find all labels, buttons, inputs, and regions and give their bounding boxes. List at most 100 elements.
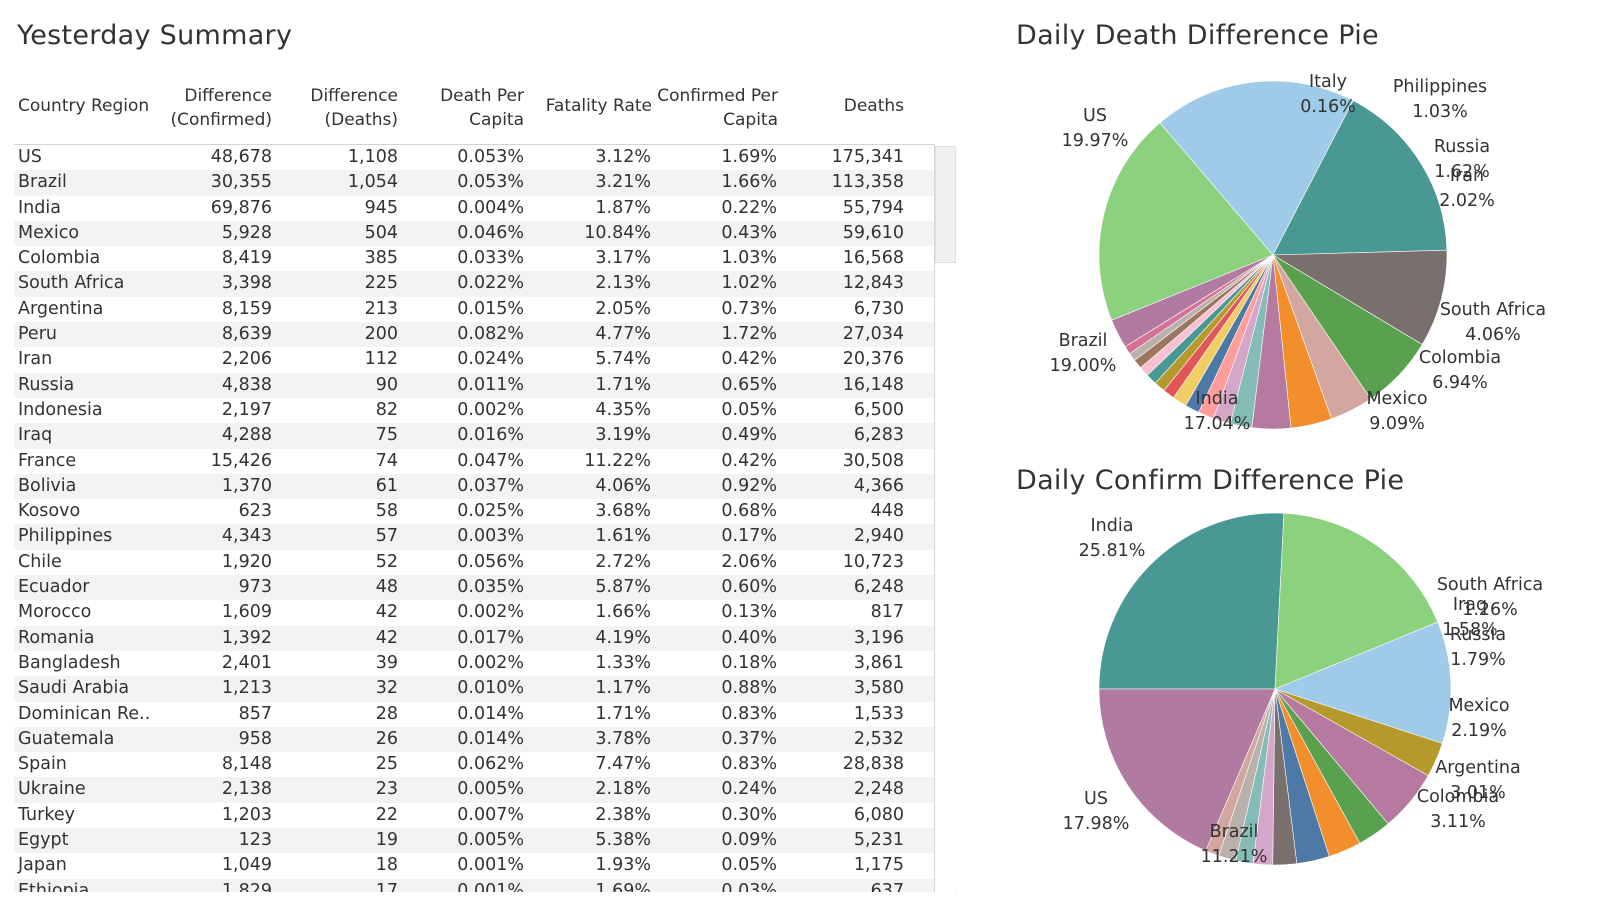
table-row[interactable]: Guatemala 958 26 0.014% 3.78% 0.37% 2,532	[14, 726, 934, 753]
cell-diff-deaths: 90	[375, 374, 398, 395]
cell-confirmed-per-capita: 0.24%	[721, 779, 777, 800]
table-row[interactable]: Ecuador 973 48 0.035% 5.87% 0.60% 6,248	[14, 575, 934, 601]
cell-confirmed-per-capita: 0.05%	[721, 855, 777, 876]
cell-deaths: 817	[870, 602, 904, 623]
cell-deaths: 20,376	[842, 349, 904, 370]
pie-label-name: US	[1084, 789, 1108, 809]
pie-slice-mexico[interactable]	[1271, 249, 1448, 345]
cell-fatality-rate: 2.72%	[595, 551, 651, 572]
table-row[interactable]: Bolivia 1,370 61 0.037% 4.06% 0.92% 4,366	[14, 473, 934, 500]
cell-country: Ethiopia	[18, 880, 90, 892]
cell-deaths: 59,610	[842, 222, 904, 243]
pie-label-percent: 3.11%	[1430, 812, 1486, 832]
cell-country: Russia	[18, 374, 75, 395]
pie-slice-brazil[interactable]	[1159, 80, 1354, 256]
cell-fatality-rate: 4.35%	[595, 399, 651, 420]
table-row[interactable]: Egypt 123 19 0.005% 5.38% 0.09% 5,231	[14, 828, 934, 854]
pie-slice-other[interactable]	[1111, 254, 1274, 348]
cell-country: Japan	[18, 855, 67, 876]
cell-fatality-rate: 1.61%	[595, 526, 651, 547]
pie-slice-india[interactable]	[1098, 512, 1285, 690]
cell-diff-confirmed: 8,639	[221, 324, 272, 345]
cell-confirmed-per-capita: 0.83%	[721, 703, 777, 724]
table-row[interactable]: France 15,426 74 0.047% 11.22% 0.42% 30,508	[14, 449, 934, 474]
col-header-diff-deaths[interactable]: Difference (Deaths)	[286, 84, 398, 132]
col-header-country[interactable]: Country Region	[18, 96, 150, 116]
cell-country: Morocco	[18, 602, 92, 623]
cell-death-per-capita: 0.001%	[457, 880, 524, 892]
table-row[interactable]: Mexico 5,928 504 0.046% 10.84% 0.43% 59,610	[14, 220, 934, 247]
cell-country: South Africa	[18, 273, 125, 294]
table-row[interactable]: South Africa 3,398 225 0.022% 2.13% 1.02% 12,8…	[14, 271, 934, 297]
pie-slice-other[interactable]	[1098, 688, 1276, 852]
pie-label-percent: 4.06%	[1465, 325, 1521, 345]
summary-table-body[interactable]: US 48,678 1,108 0.053% 3.12% 1.69% 175,341 Braz…	[14, 145, 934, 892]
table-row[interactable]: Ukraine 2,138 23 0.005% 2.18% 0.24% 2,248	[14, 777, 934, 803]
cell-fatality-rate: 4.77%	[595, 324, 651, 345]
cell-death-per-capita: 0.011%	[457, 374, 524, 395]
cell-country: Peru	[18, 324, 57, 345]
pie-label-russia: Russia 1.79%	[1450, 623, 1506, 673]
pie-label-name: South Africa	[1439, 300, 1547, 320]
cell-diff-confirmed: 623	[238, 501, 272, 522]
cell-diff-confirmed: 8,148	[221, 754, 272, 775]
table-row[interactable]: Iran 2,206 112 0.024% 5.74% 0.42% 20,376	[14, 347, 934, 372]
col-header-diff-confirmed-line2: (Confirmed)	[170, 110, 272, 130]
cell-country: US	[18, 147, 42, 167]
confirm-difference-pie-chart[interactable]	[1098, 512, 1452, 866]
pie-label-percent: 1.62%	[1434, 162, 1490, 182]
table-row[interactable]: Turkey 1,203 22 0.007% 2.38% 0.30% 6,080	[14, 803, 934, 828]
col-header-deaths[interactable]: Deaths	[843, 96, 904, 116]
col-header-diff-confirmed[interactable]: Difference (Confirmed)	[160, 84, 272, 132]
col-header-confirmed-per-capita[interactable]: Confirmed Per Capita	[652, 84, 778, 132]
table-row[interactable]: Brazil 30,355 1,054 0.053% 3.21% 1.66% 113,358	[14, 170, 934, 196]
death-difference-pie-chart[interactable]	[1098, 80, 1448, 430]
pie-label-name: Iran	[1449, 166, 1485, 186]
col-header-fatality-rate[interactable]: Fatality Rate	[545, 96, 652, 116]
pie-slice-brazil[interactable]	[1274, 621, 1452, 744]
table-row[interactable]: US 48,678 1,108 0.053% 3.12% 1.69% 175,341	[14, 145, 934, 170]
cell-diff-deaths: 74	[375, 450, 398, 471]
table-row[interactable]: Kosovo 623 58 0.025% 3.68% 0.68% 448	[14, 499, 934, 524]
cell-diff-confirmed: 8,419	[221, 248, 272, 269]
table-row[interactable]: Colombia 8,419 385 0.033% 3.17% 1.03% 16,568	[14, 246, 934, 271]
cell-diff-confirmed: 1,370	[221, 475, 272, 496]
cell-diff-confirmed: 857	[238, 703, 272, 724]
table-row[interactable]: Indonesia 2,197 82 0.002% 4.35% 0.05% 6,500	[14, 398, 934, 423]
table-row[interactable]: Ethiopia 1,829 17 0.001% 1.69% 0.03% 637	[14, 878, 934, 892]
cell-confirmed-per-capita: 0.09%	[721, 830, 777, 851]
col-header-death-per-capita[interactable]: Death Per Capita	[412, 84, 524, 132]
table-row[interactable]: Russia 4,838 90 0.011% 1.71% 0.65% 16,148	[14, 372, 934, 398]
table-row[interactable]: Philippines 4,343 57 0.003% 1.61% 0.17% 2,940	[14, 524, 934, 550]
col-header-confirmed-per-capita-line1: Confirmed Per	[657, 86, 778, 106]
yesterday-summary-title: Yesterday Summary	[17, 20, 293, 51]
cell-confirmed-per-capita: 1.02%	[721, 273, 777, 294]
pie-label-mexico: Mexico 2.19%	[1448, 694, 1509, 744]
table-row[interactable]: Spain 8,148 25 0.062% 7.47% 0.83% 28,838	[14, 752, 934, 777]
table-row[interactable]: Morocco 1,609 42 0.002% 1.66% 0.13% 817	[14, 600, 934, 625]
table-row[interactable]: Bangladesh 2,401 39 0.002% 1.33% 0.18% 3,861	[14, 651, 934, 676]
table-row[interactable]: Romania 1,392 42 0.017% 4.19% 0.40% 3,196	[14, 625, 934, 651]
cell-death-per-capita: 0.033%	[457, 248, 524, 269]
table-row[interactable]: Saudi Arabia 1,213 32 0.010% 1.17% 0.88% 3,580	[14, 676, 934, 702]
cell-death-per-capita: 0.062%	[457, 754, 524, 775]
table-scrollbar-track[interactable]	[934, 144, 957, 892]
cell-diff-deaths: 19	[375, 830, 398, 851]
table-row[interactable]: Iraq 4,288 75 0.016% 3.19% 0.49% 6,283	[14, 423, 934, 449]
table-row[interactable]: Argentina 8,159 213 0.015% 2.05% 0.73% 6,730	[14, 297, 934, 322]
table-row[interactable]: India 69,876 945 0.004% 1.87% 0.22% 55,794	[14, 196, 934, 221]
pie-slice-india[interactable]	[1272, 100, 1448, 256]
table-row[interactable]: Peru 8,639 200 0.082% 4.77% 1.72% 27,034	[14, 322, 934, 348]
pie-slice-us[interactable]	[1098, 122, 1274, 321]
pie-slice-us[interactable]	[1274, 512, 1439, 690]
cell-country: France	[18, 450, 77, 471]
cell-confirmed-per-capita: 0.73%	[721, 298, 777, 319]
pie-label-percent: 9.09%	[1369, 414, 1425, 434]
cell-deaths: 5,231	[853, 830, 904, 851]
cell-fatality-rate: 3.78%	[595, 728, 651, 749]
pie-label-name: South Africa	[1436, 575, 1544, 595]
table-row[interactable]: Japan 1,049 18 0.001% 1.93% 0.05% 1,175	[14, 853, 934, 878]
table-scrollbar-thumb[interactable]	[935, 146, 956, 263]
table-row[interactable]: Chile 1,920 52 0.056% 2.72% 2.06% 10,723	[14, 550, 934, 575]
table-row[interactable]: Dominican Re.. 857 28 0.014% 1.71% 0.83% 1,533	[14, 702, 934, 727]
